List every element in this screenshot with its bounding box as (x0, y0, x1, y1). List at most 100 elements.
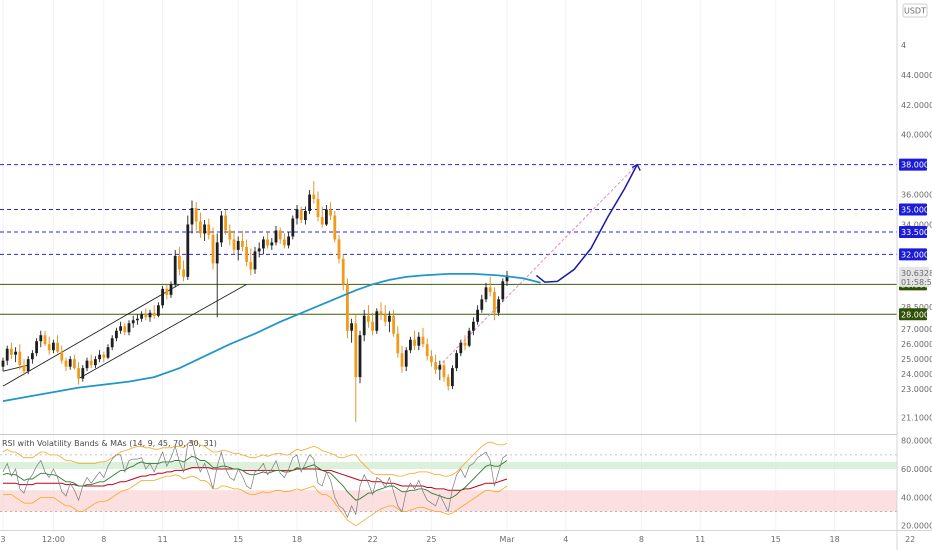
candle-body (174, 256, 177, 284)
candle-body (111, 338, 114, 347)
currency-label: USDT (904, 7, 926, 16)
candle-body (14, 352, 17, 355)
candle-body (304, 211, 307, 220)
candle-body (81, 368, 84, 378)
drawings (3, 165, 637, 386)
candle (241, 230, 244, 251)
candle-body (216, 242, 219, 263)
rsi-indicator-title[interactable]: RSI with Volatility Bands & MAs (14, 9, … (2, 439, 217, 448)
candle (94, 356, 97, 368)
candle-body (283, 239, 286, 245)
candle-body (48, 344, 51, 350)
candle (447, 374, 450, 390)
time-tick-label: 3 (0, 535, 5, 544)
level-tag-label: 38.0000 (901, 161, 932, 170)
candle-body (44, 335, 47, 344)
level-tag: 38.0000 (899, 159, 932, 171)
candle-body (23, 365, 26, 371)
candle (140, 311, 143, 321)
candle-body (468, 331, 471, 346)
candle-body (6, 349, 9, 361)
time-tick-label: 25 (426, 535, 436, 544)
candle (216, 233, 219, 317)
candle-body (10, 349, 13, 355)
candle-body (333, 216, 336, 240)
candle (115, 328, 118, 341)
candle-body (405, 350, 408, 366)
rsi-zones (0, 455, 897, 512)
price-tick-label: 42.0000 (901, 101, 932, 110)
candle-body (52, 343, 55, 350)
candle (212, 227, 215, 269)
candle (468, 328, 471, 347)
candle-body (262, 239, 265, 248)
candle-body (237, 241, 240, 250)
candle-body (207, 224, 210, 234)
candle-body (338, 239, 341, 258)
candle (199, 213, 202, 238)
candle-body (140, 314, 143, 318)
rsi-axis: 80.000060.000040.000020.0000 (901, 437, 932, 531)
candle-body (2, 361, 5, 367)
candle (485, 283, 488, 302)
candle (329, 202, 332, 220)
candle-body (254, 251, 257, 269)
currency-badge[interactable]: USDT (903, 4, 927, 17)
candle (119, 322, 122, 334)
candle (350, 319, 353, 343)
candle (342, 254, 345, 290)
candle-body (178, 256, 181, 269)
rsi-tick-label: 20.0000 (901, 522, 932, 531)
candle (430, 350, 433, 366)
candle (438, 361, 441, 380)
time-tick-label: 15 (771, 535, 781, 544)
candle-body (371, 322, 374, 331)
candle-body (56, 343, 59, 352)
candle-body (430, 356, 433, 362)
candle (451, 365, 454, 389)
candle-body (60, 352, 63, 361)
candle (317, 192, 320, 222)
candle-body (245, 247, 248, 262)
rsi-tick-label: 40.0000 (901, 493, 932, 502)
time-tick-label: 22 (905, 535, 915, 544)
candle (107, 344, 110, 359)
price-tick-label: 40.0000 (901, 131, 932, 140)
candle (44, 331, 47, 346)
candle-body (317, 199, 320, 217)
time-axis[interactable]: 312:0081115182225Mar481115182212:00 (0, 535, 932, 544)
level-tag: 35.0000 (899, 204, 932, 216)
price-tick-label: 27.0000 (901, 325, 932, 334)
time-tick-label: 18 (830, 535, 840, 544)
candle (174, 250, 177, 287)
candle-body (291, 218, 294, 236)
level-tags: 38.000035.000033.500032.000030.000028.00… (899, 159, 932, 321)
candle (39, 331, 42, 347)
candle (31, 350, 34, 363)
candle-body (422, 337, 425, 344)
candle (476, 305, 479, 324)
candle (136, 314, 139, 324)
candle (157, 302, 160, 317)
time-tick-label: 18 (292, 535, 302, 544)
candle-body (392, 316, 395, 334)
candle-body (144, 314, 147, 317)
candle-body (69, 359, 72, 366)
level-tag: 32.0000 (899, 248, 932, 260)
candle-body (149, 313, 152, 317)
time-tick-label: 11 (695, 535, 705, 544)
candle-body (501, 281, 504, 299)
candle-body (308, 195, 311, 211)
candle-body (489, 287, 492, 291)
candle-body (359, 335, 362, 377)
candle-body (107, 347, 110, 357)
candle (455, 350, 458, 371)
price-tick-label: 24.0000 (901, 370, 932, 379)
candle-body (119, 326, 122, 330)
chart-grid (3, 0, 835, 530)
candle (296, 205, 299, 224)
candle (396, 326, 399, 357)
candle (186, 216, 189, 280)
candle (170, 281, 173, 297)
